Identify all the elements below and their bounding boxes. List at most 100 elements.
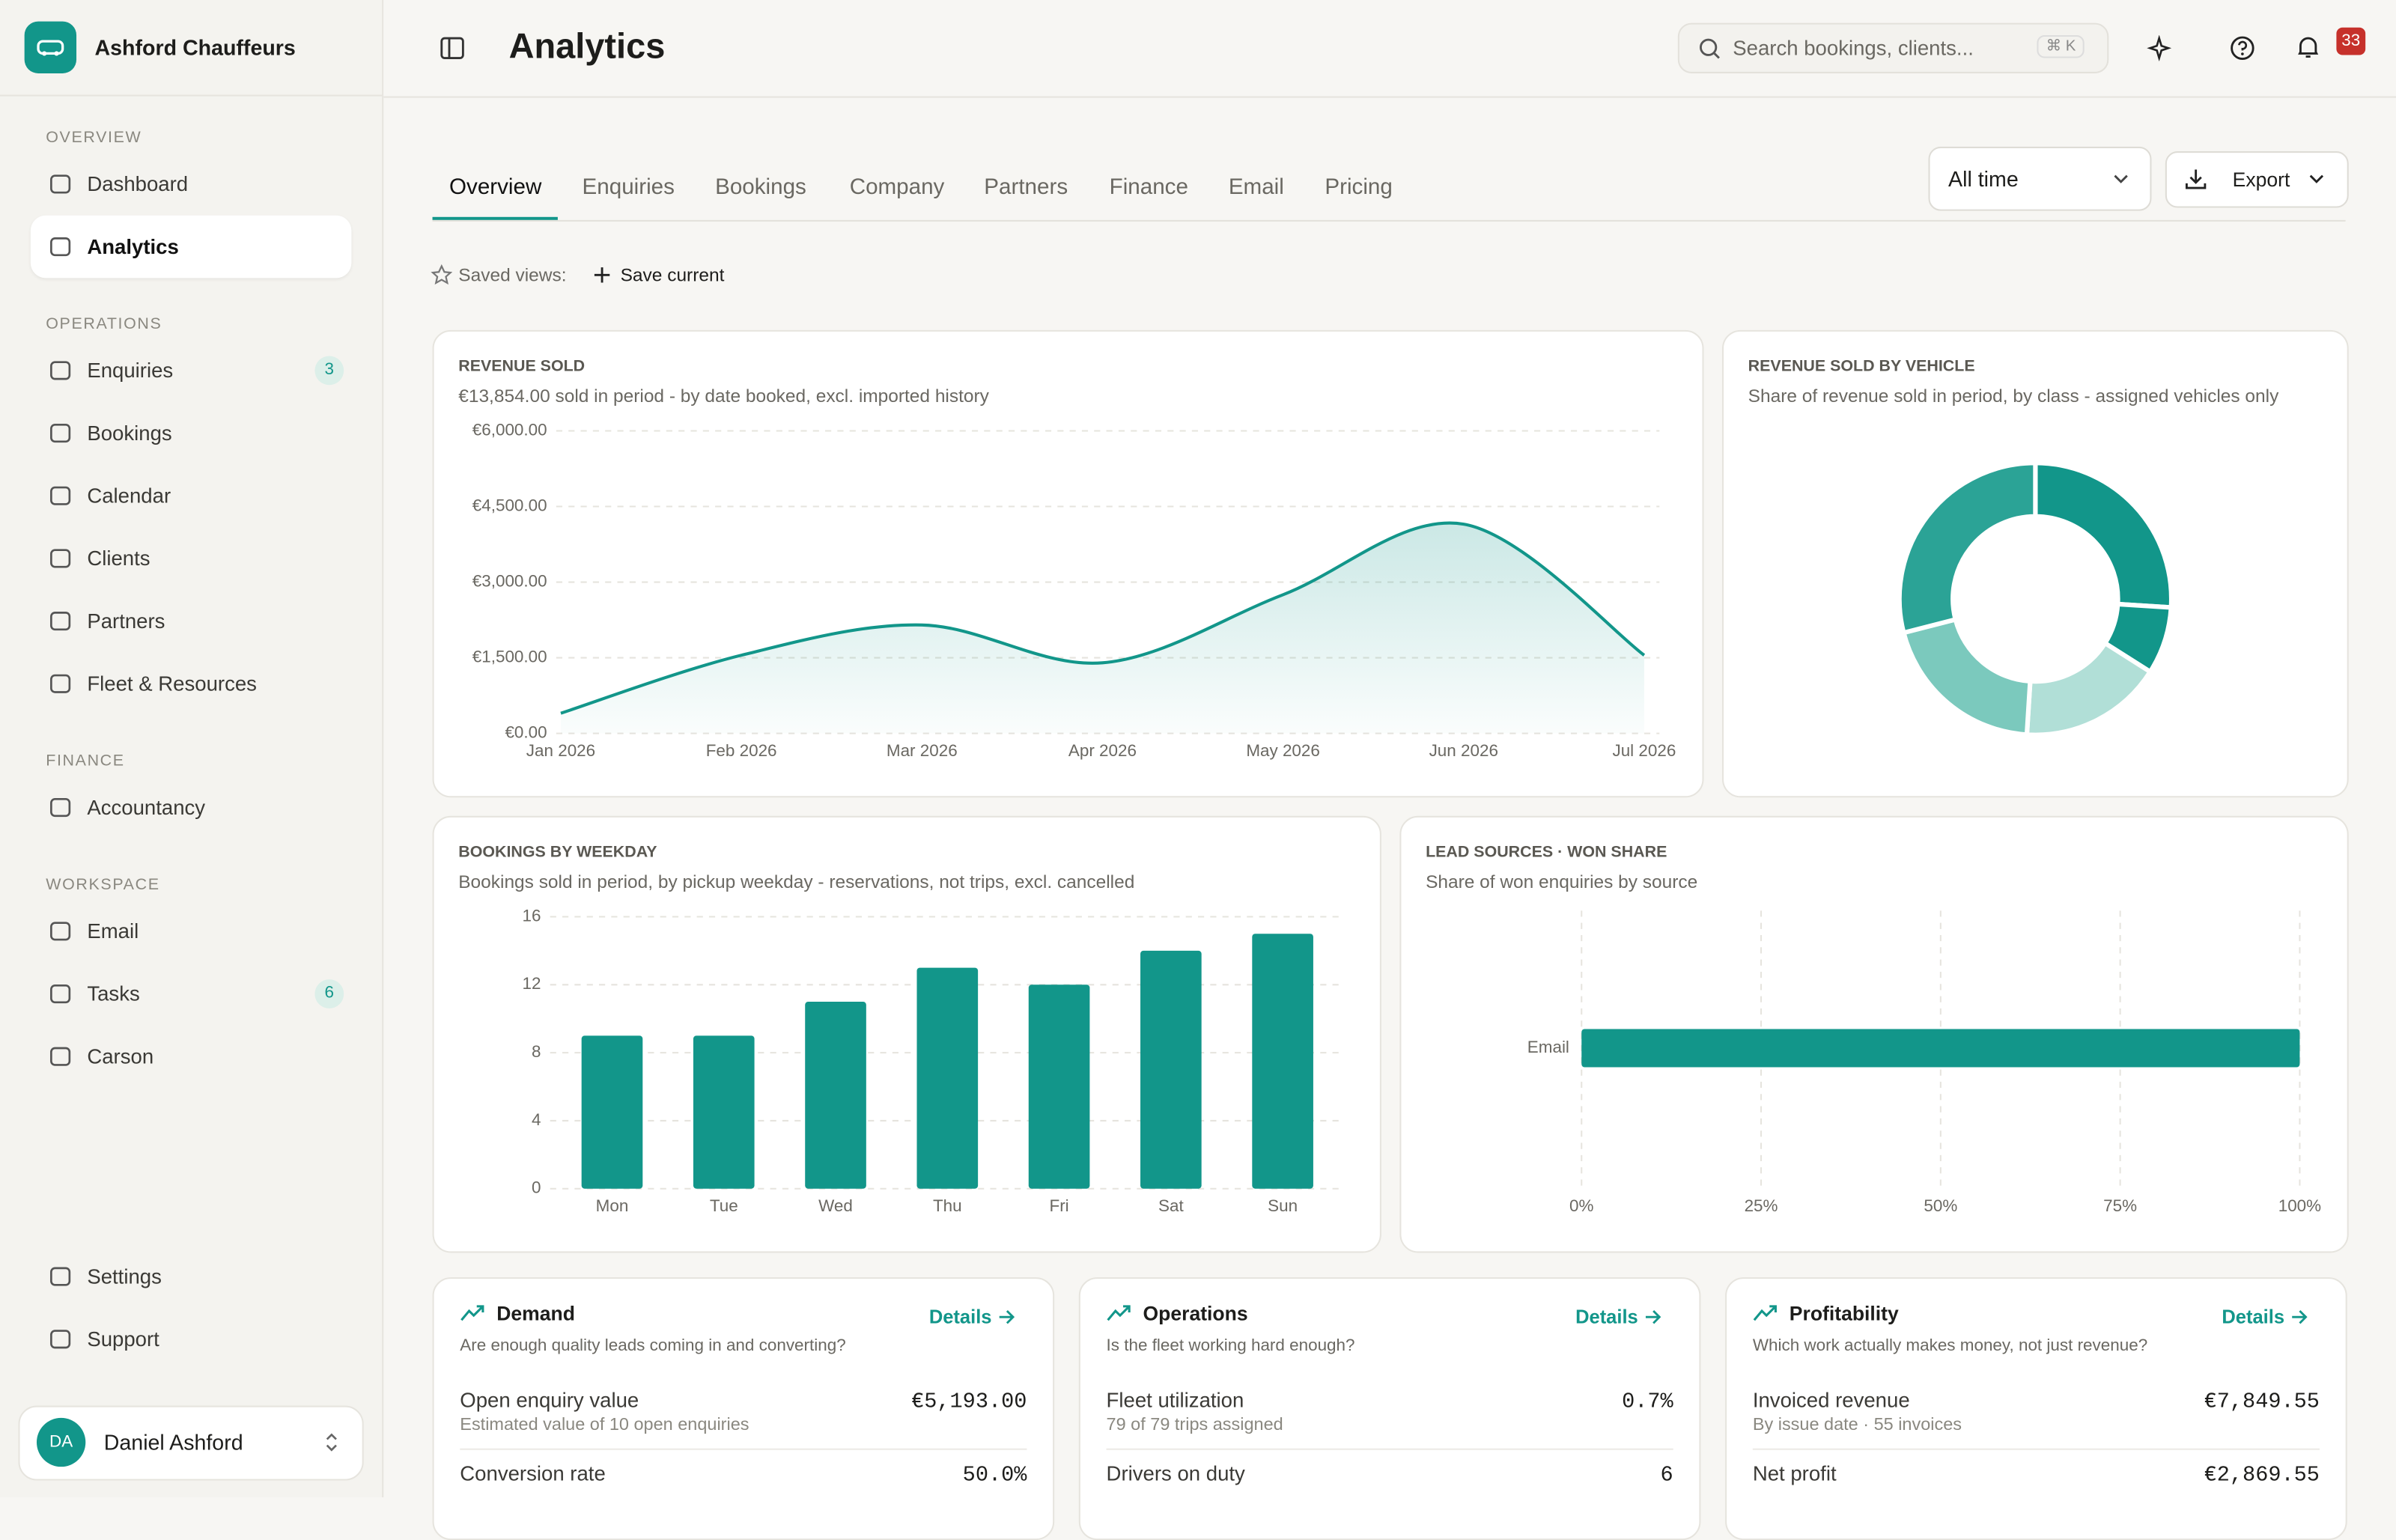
chart-card: REVENUE SOLD €13,854.00 sold in period - …	[432, 329, 1704, 798]
metric-label: Fleet utilization	[1106, 1389, 1244, 1412]
arrow-icon	[999, 1310, 1015, 1324]
nav-icon	[50, 984, 71, 1004]
nav-section-title: FINANCE	[46, 752, 125, 770]
nav-section-title: OVERVIEW	[46, 128, 142, 147]
icon-shape	[50, 922, 71, 941]
notification-badge: 33	[2336, 27, 2366, 55]
nav-icon	[50, 237, 71, 257]
bar	[916, 967, 979, 1189]
icon-shape	[50, 1047, 71, 1066]
x-tick-label: Wed	[818, 1196, 853, 1215]
car-icon	[37, 40, 64, 56]
nav-icon	[50, 549, 71, 568]
y-tick-label: 8	[532, 1042, 541, 1061]
divider	[460, 1448, 1027, 1450]
topbar: Analytics Search bookings, clients... ⌘ …	[383, 0, 2396, 98]
nav-item[interactable]: Calendar	[31, 464, 352, 527]
nav-item[interactable]: Fleet & Resources	[31, 652, 352, 715]
chevron	[2309, 174, 2324, 183]
period-label: All time	[1948, 166, 2019, 192]
tab[interactable]: Finance	[1109, 175, 1188, 201]
search-placeholder: Search bookings, clients...	[1733, 36, 1974, 60]
nav-label: Carson	[87, 1044, 154, 1068]
nav-item[interactable]: Carson	[31, 1025, 352, 1088]
nav-label: Clients	[87, 547, 150, 570]
icon-shape	[50, 984, 71, 1004]
nav-item[interactable]: Accountancy	[31, 776, 352, 839]
kpi-icon	[460, 1305, 484, 1321]
chart: REVENUE SOLD BY VEHICLE Share of revenue …	[1748, 356, 2279, 737]
metric-value: €2,869.55	[2204, 1464, 2320, 1488]
metric-label: Open enquiry value	[460, 1389, 639, 1412]
nav-section-title: OPERATIONS	[46, 314, 162, 333]
icon-shape	[2292, 1310, 2308, 1324]
tab[interactable]: Email	[1228, 175, 1284, 201]
y-tick-label: €1,500.00	[472, 647, 547, 666]
metric-value: €5,193.00	[911, 1390, 1027, 1415]
user-card[interactable]: DA Daniel Ashford	[18, 1405, 364, 1481]
details-link[interactable]: Details	[2222, 1306, 2285, 1328]
donut-segment	[1900, 616, 2033, 737]
help-icon[interactable]	[2230, 35, 2256, 61]
nav-item[interactable]: Email	[31, 900, 352, 963]
icon-shape	[1753, 1305, 1777, 1321]
metric-value: 6	[1660, 1464, 1673, 1488]
nav-label: Enquiries	[87, 359, 174, 383]
bar	[1252, 934, 1313, 1189]
icon-shape	[50, 174, 71, 194]
ai-icon[interactable]	[2147, 34, 2173, 61]
nav-item[interactable]: Support	[31, 1308, 352, 1371]
x-tick-label: Jul 2026	[1612, 741, 1676, 760]
x-tick-label: 0%	[1569, 1196, 1593, 1215]
search[interactable]: Search bookings, clients... ⌘ K	[1677, 22, 2109, 73]
metric-value: 0.7%	[1622, 1390, 1673, 1415]
tab[interactable]: Overview	[449, 175, 542, 201]
icon-shape	[999, 1310, 1015, 1324]
nav-badge: 3	[314, 356, 344, 386]
nav-label: Fleet & Resources	[87, 672, 257, 696]
nav-item[interactable]: Analytics	[30, 215, 352, 279]
chart-subtitle: Share of revenue sold in period, by clas…	[1748, 386, 2279, 407]
search-icon	[1699, 38, 1720, 59]
plus-icon[interactable]	[593, 266, 611, 284]
kpi-title: Demand	[496, 1301, 575, 1325]
tab[interactable]: Enquiries	[582, 175, 675, 201]
icon-shape	[50, 549, 71, 568]
kpi-question: Is the fleet working hard enough?	[1106, 1336, 1355, 1356]
nav-item[interactable]: Bookings	[31, 402, 352, 465]
sidebar-toggle[interactable]	[440, 37, 465, 60]
chart-card: BOOKINGS BY WEEKDAY Bookings sold in peri…	[432, 815, 1381, 1253]
metric-sub: By issue date · 55 invoices	[1752, 1416, 1962, 1435]
tab[interactable]: Bookings	[715, 175, 806, 201]
export-button[interactable]: Export	[2165, 151, 2349, 208]
x-tick-label: Thu	[933, 1196, 962, 1215]
metric-label: Invoiced revenue	[1752, 1389, 1910, 1412]
nav-item[interactable]: Settings	[31, 1245, 352, 1308]
x-tick-label: Tue	[710, 1196, 738, 1215]
nav-item[interactable]: Enquiries 3	[31, 339, 352, 402]
tab[interactable]: Pricing	[1325, 175, 1393, 201]
nav-item[interactable]: Partners	[31, 590, 352, 653]
details-link[interactable]: Details	[928, 1306, 992, 1328]
y-tick-label: 16	[522, 906, 541, 925]
nav-icon	[50, 1047, 71, 1066]
x-tick-label: Mon	[596, 1196, 629, 1215]
tab[interactable]: Partners	[984, 175, 1068, 201]
nav-icon	[50, 674, 71, 693]
y-tick-label: 4	[532, 1110, 541, 1129]
tab-underline	[432, 216, 558, 220]
nav-item[interactable]: Dashboard	[31, 153, 352, 216]
y-tick-label: Email	[1527, 1038, 1569, 1056]
chart-title: REVENUE SOLD BY VEHICLE	[1748, 356, 1975, 374]
save-current[interactable]: Save current	[620, 264, 725, 286]
nav-item[interactable]: Clients	[31, 527, 352, 590]
arrow-icon	[2292, 1310, 2308, 1324]
bell-icon[interactable]	[2295, 35, 2321, 61]
nav-item[interactable]: Tasks 6	[31, 963, 352, 1026]
tab[interactable]: Company	[849, 175, 945, 201]
period-select[interactable]: All time	[1928, 146, 2152, 211]
icon-shape	[50, 674, 71, 693]
icon-shape	[50, 424, 71, 443]
details-link[interactable]: Details	[1575, 1306, 1638, 1328]
